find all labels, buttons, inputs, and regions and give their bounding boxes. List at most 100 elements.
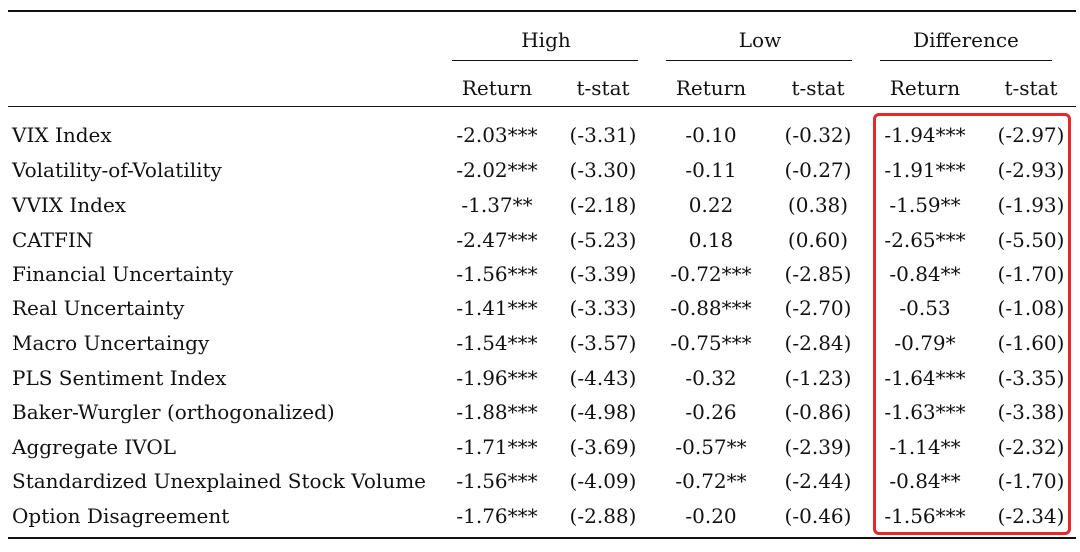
subheader-low-tstat: t-stat [791,76,845,100]
cell-diff-tstat: (-1.08) [997,296,1065,320]
cell-diff-tstat: (-1.70) [997,262,1065,286]
cell-diff-return: -0.53 [899,296,951,320]
cell-high-return: -1.76*** [456,504,538,528]
cell-low-return: -0.26 [685,400,737,424]
cell-low-return: -0.75*** [670,331,752,355]
cell-high-tstat: (-4.09) [569,469,637,493]
cell-diff-tstat: (-3.38) [997,400,1065,424]
cell-diff-return: -0.79* [894,331,956,355]
cell-low-return: -0.72** [675,469,747,493]
cell-high-tstat: (-3.39) [569,262,637,286]
row-label: Real Uncertainty [12,296,185,320]
row-label: Standardized Unexplained Stock Volume [12,469,426,493]
row-label: Aggregate IVOL [12,435,177,459]
cell-high-tstat: (-2.88) [569,504,637,528]
cell-low-return: -0.20 [685,504,737,528]
difference-highlight-box [873,113,1071,535]
cell-low-tstat: (-2.84) [784,331,852,355]
cell-diff-return: -0.84** [889,469,961,493]
cell-diff-tstat: (-3.35) [997,366,1065,390]
cell-high-return: -1.37** [461,193,533,217]
cell-low-return: -0.88*** [670,296,752,320]
cell-high-tstat: (-4.43) [569,366,637,390]
cell-high-return: -1.88*** [456,400,538,424]
row-label: PLS Sentiment Index [12,366,227,390]
table-bottom-rule [8,537,1076,539]
table-header-rule [8,106,1076,107]
subheader-diff-return: Return [889,76,961,100]
cell-low-return: -0.10 [685,123,737,147]
cell-high-tstat: (-3.31) [569,123,637,147]
cell-diff-return: -1.94*** [884,123,966,147]
cell-low-return: -0.57** [675,435,747,459]
subheader-high-return: Return [461,76,533,100]
cell-low-tstat: (-2.44) [784,469,852,493]
cell-high-return: -2.47*** [456,228,538,252]
row-label: CATFIN [12,228,94,252]
row-label: Option Disagreement [12,504,230,528]
cell-high-tstat: (-3.30) [569,158,637,182]
cell-high-return: -1.41*** [456,296,538,320]
cell-diff-return: -1.63*** [884,400,966,424]
row-label: VVIX Index [12,193,127,217]
cell-high-return: -1.56*** [456,262,538,286]
cell-diff-return: -1.91*** [884,158,966,182]
subheader-high-tstat: t-stat [576,76,630,100]
cell-diff-return: -1.59** [889,193,961,217]
cell-high-tstat: (-3.69) [569,435,637,459]
cell-diff-tstat: (-5.50) [997,228,1065,252]
subheader-low-return: Return [675,76,747,100]
cell-low-tstat: (-2.85) [784,262,852,286]
cell-high-tstat: (-3.33) [569,296,637,320]
table-top-rule [8,10,1076,12]
cell-low-tstat: (-2.70) [784,296,852,320]
group-header-low: Low [738,28,782,52]
cell-diff-tstat: (-2.34) [997,504,1065,528]
cell-high-tstat: (-2.18) [569,193,637,217]
cell-diff-return: -1.14** [889,435,961,459]
cell-diff-tstat: (-2.32) [997,435,1065,459]
cell-high-tstat: (-5.23) [569,228,637,252]
cell-diff-tstat: (-2.93) [997,158,1065,182]
cell-high-return: -2.02*** [456,158,538,182]
cell-diff-return: -0.84** [889,262,961,286]
cell-low-return: -0.11 [685,158,737,182]
cell-low-tstat: (-0.32) [784,123,852,147]
cell-high-tstat: (-4.98) [569,400,637,424]
cell-low-tstat: (-0.27) [784,158,852,182]
cell-high-tstat: (-3.57) [569,331,637,355]
cell-low-return: -0.72*** [670,262,752,286]
group-header-high: High [521,28,571,52]
cell-diff-tstat: (-1.60) [997,331,1065,355]
row-label: Macro Uncertaingy [12,331,210,355]
cell-high-return: -2.03*** [456,123,538,147]
row-label: Baker-Wurgler (orthogonalized) [12,400,335,424]
cell-low-tstat: (-2.39) [784,435,852,459]
cell-diff-tstat: (-1.93) [997,193,1065,217]
cell-low-return: -0.32 [685,366,737,390]
cell-diff-tstat: (-1.70) [997,469,1065,493]
cell-diff-return: -2.65*** [884,228,966,252]
group-underline-low [666,60,852,61]
row-label: Financial Uncertainty [12,262,234,286]
group-header-difference: Difference [913,28,1019,52]
cell-low-return: 0.18 [688,228,734,252]
cell-low-return: 0.22 [688,193,734,217]
cell-low-tstat: (0.38) [787,193,849,217]
row-label: VIX Index [12,123,112,147]
cell-high-return: -1.96*** [456,366,538,390]
cell-diff-return: -1.56*** [884,504,966,528]
subheader-diff-tstat: t-stat [1004,76,1058,100]
cell-low-tstat: (-1.23) [784,366,852,390]
cell-diff-tstat: (-2.97) [997,123,1065,147]
cell-low-tstat: (-0.46) [784,504,852,528]
cell-high-return: -1.56*** [456,469,538,493]
cell-high-return: -1.71*** [456,435,538,459]
group-underline-high [452,60,638,61]
row-label: Volatility-of-Volatility [12,158,222,182]
cell-diff-return: -1.64*** [884,366,966,390]
cell-low-tstat: (-0.86) [784,400,852,424]
group-underline-difference [880,60,1052,61]
cell-low-tstat: (0.60) [787,228,849,252]
cell-high-return: -1.54*** [456,331,538,355]
